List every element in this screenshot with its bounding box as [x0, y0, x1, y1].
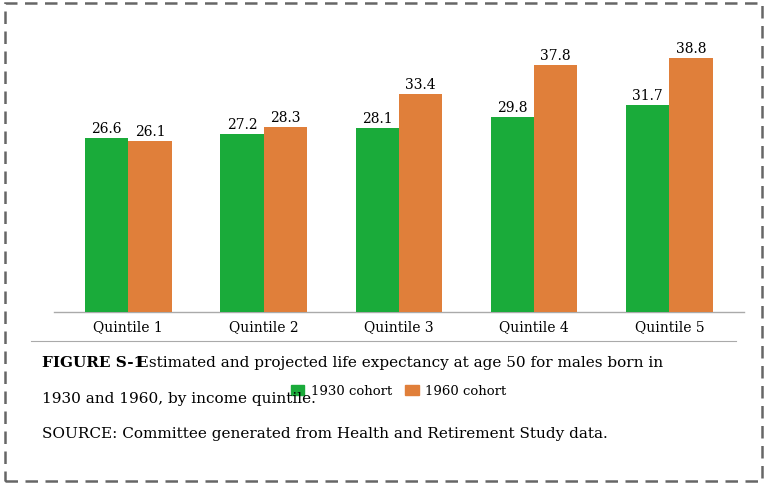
Text: 33.4: 33.4 [405, 77, 436, 91]
Text: 29.8: 29.8 [497, 101, 528, 115]
Text: Estimated and projected life expectancy at age 50 for males born in: Estimated and projected life expectancy … [128, 356, 663, 370]
Bar [626, 105, 670, 312]
Bar [220, 134, 264, 312]
Text: 1930 and 1960, by income quintile.: 1930 and 1960, by income quintile. [42, 392, 316, 406]
Text: 31.7: 31.7 [632, 89, 663, 103]
Text: 28.3: 28.3 [270, 111, 301, 125]
Text: 26.6: 26.6 [91, 122, 122, 136]
Bar [128, 141, 172, 312]
Bar [534, 65, 578, 312]
Text: 26.1: 26.1 [135, 125, 166, 139]
Bar [85, 138, 128, 312]
Text: 37.8: 37.8 [541, 49, 571, 63]
Bar [399, 93, 442, 312]
Text: 28.1: 28.1 [362, 112, 393, 126]
Text: FIGURE S-1: FIGURE S-1 [42, 356, 144, 370]
Text: 27.2: 27.2 [226, 118, 257, 132]
Bar [356, 128, 399, 312]
Bar [264, 127, 307, 312]
Legend: 1930 cohort, 1960 cohort: 1930 cohort, 1960 cohort [286, 379, 512, 403]
Text: 38.8: 38.8 [676, 42, 706, 56]
Bar [491, 117, 534, 312]
Text: SOURCE: Committee generated from Health and Retirement Study data.: SOURCE: Committee generated from Health … [42, 427, 608, 441]
Bar [670, 58, 713, 312]
